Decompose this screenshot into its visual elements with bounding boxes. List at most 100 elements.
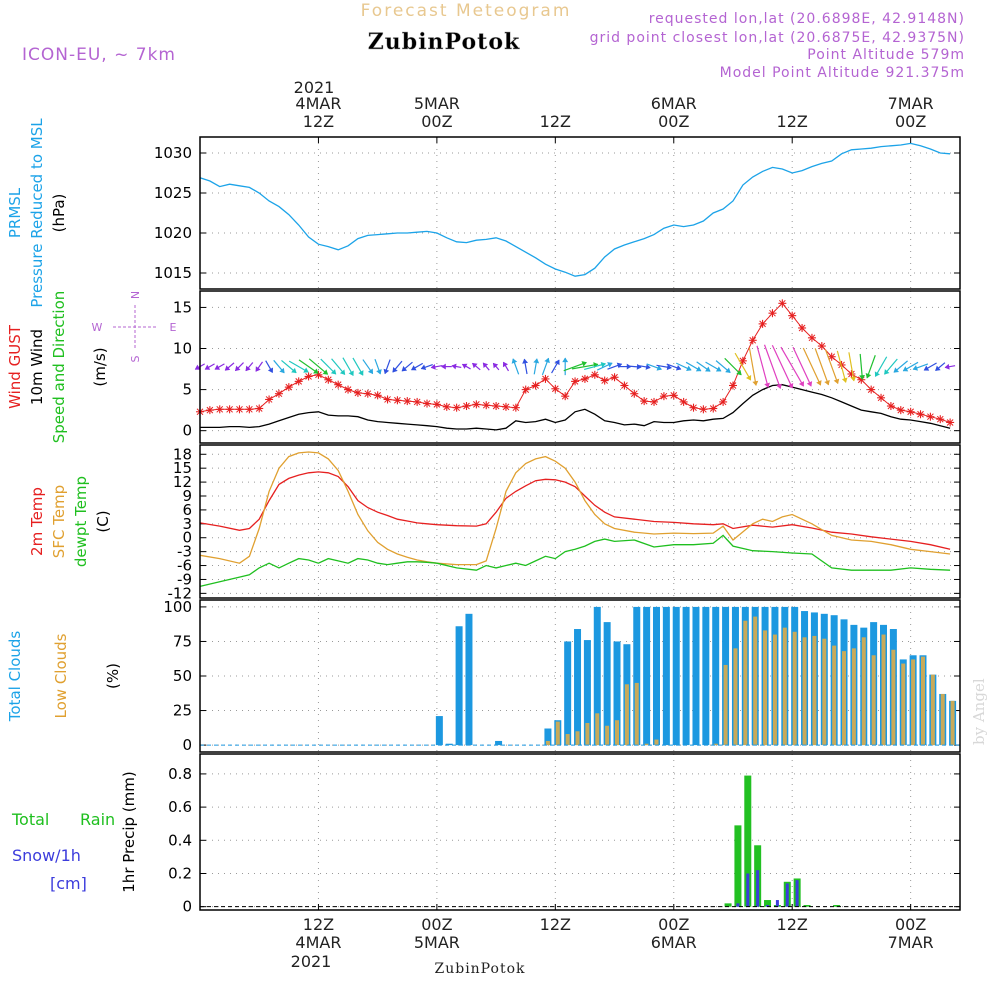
rain-bar bbox=[803, 905, 811, 907]
gust-marker bbox=[383, 395, 392, 404]
wind-arrow-head bbox=[554, 359, 560, 366]
rain-bar bbox=[764, 900, 772, 907]
wind-arrow-head bbox=[430, 363, 436, 370]
wind-arrow-head bbox=[935, 365, 941, 371]
wind-arrow-head bbox=[645, 364, 651, 370]
gust-marker-d2 bbox=[216, 405, 224, 413]
gust-marker-d2 bbox=[571, 378, 579, 385]
bottom-day-label: 5MAR bbox=[414, 933, 460, 952]
gust-marker bbox=[561, 392, 570, 401]
gust-marker bbox=[936, 415, 945, 424]
low-cloud-bar bbox=[615, 720, 620, 746]
low-cloud-bar bbox=[763, 630, 768, 746]
wind-arrow bbox=[342, 357, 354, 376]
wind-arrow-head bbox=[923, 365, 930, 371]
wind-arrow-head bbox=[482, 362, 489, 369]
gust-marker bbox=[225, 405, 234, 414]
gust-marker bbox=[709, 404, 718, 413]
wind-arrow-head bbox=[562, 357, 569, 363]
precip-ytick-label: 0.4 bbox=[168, 831, 192, 849]
gust-marker-d2 bbox=[285, 383, 293, 391]
gust-marker-d2 bbox=[344, 386, 352, 393]
low-cloud-bar bbox=[911, 659, 916, 746]
low-cloud-bar bbox=[891, 649, 896, 746]
temperature-ytick-label: 0 bbox=[182, 529, 192, 547]
wind-arrow-head bbox=[451, 363, 457, 370]
wind-arrow bbox=[724, 357, 742, 376]
low-cloud-bar bbox=[792, 631, 797, 746]
wind-arrow bbox=[234, 362, 244, 372]
gust-marker bbox=[807, 333, 816, 342]
gust-marker-d2 bbox=[709, 405, 717, 412]
pressure-ytick-label: 1025 bbox=[154, 184, 192, 202]
gust-marker-d2 bbox=[670, 391, 678, 399]
wind-arrow bbox=[461, 363, 471, 370]
wind-arrow-head bbox=[224, 365, 231, 371]
wind-unit-label: (m/s) bbox=[91, 347, 109, 386]
gust-marker-d2 bbox=[512, 404, 520, 412]
wind-arrow bbox=[281, 359, 297, 374]
bottom-day-label: 7MAR bbox=[888, 933, 934, 952]
wind-arrow bbox=[533, 358, 540, 375]
wind-arrow-head bbox=[752, 380, 759, 386]
wind-arrow-shaft bbox=[780, 346, 805, 387]
total-cloud-bar bbox=[574, 629, 582, 746]
low-cloud-bar bbox=[624, 684, 629, 746]
precip-ytick-label: 0.8 bbox=[168, 765, 192, 783]
wind-arrow bbox=[792, 346, 813, 387]
snow-bar bbox=[775, 900, 779, 907]
rain-bar bbox=[724, 903, 732, 907]
wind-arrow-head bbox=[322, 369, 329, 375]
pressure-frame bbox=[199, 136, 961, 290]
temperature-ytick-label: 9 bbox=[182, 487, 192, 505]
gust-marker-d2 bbox=[630, 390, 638, 398]
gust-marker bbox=[442, 402, 451, 411]
wind-arrow-head bbox=[420, 364, 427, 371]
wind-ylabel: Wind GUST bbox=[6, 324, 24, 409]
wind-arrow-shaft bbox=[734, 352, 752, 381]
wind-arrow-head bbox=[235, 365, 241, 372]
wind-arrow bbox=[859, 353, 865, 380]
gust-marker-d2 bbox=[640, 397, 648, 405]
gust-marker bbox=[640, 397, 649, 406]
gust-marker bbox=[353, 388, 362, 397]
temperature-ytick-label: 18 bbox=[173, 445, 192, 463]
wind-arrow-head bbox=[502, 361, 509, 368]
wind-arrow bbox=[802, 347, 822, 386]
gust-marker bbox=[541, 374, 550, 383]
wind-arrow bbox=[411, 362, 424, 371]
gust-marker bbox=[590, 370, 599, 379]
low-cloud-bar bbox=[871, 655, 876, 746]
wind-arrow bbox=[392, 360, 403, 373]
wind-arrow-head bbox=[841, 377, 848, 383]
wind-frame bbox=[199, 290, 961, 444]
compass-n: N bbox=[129, 291, 142, 299]
wind-arrow bbox=[204, 363, 215, 370]
gust-marker-d2 bbox=[384, 396, 391, 403]
top-day-label: 6MAR bbox=[651, 94, 697, 113]
gust-marker-d2 bbox=[621, 382, 628, 389]
gust-marker-d2 bbox=[759, 320, 766, 328]
wind-arrow-head bbox=[533, 358, 540, 364]
gust-marker-d2 bbox=[867, 386, 875, 393]
wind-arrow bbox=[696, 361, 711, 372]
precip-panel: 0 0.2 0.4 0.6 0.8 Total Rain Snow/1h [cm] 1hr Pre… bbox=[11, 753, 961, 916]
wind-arrow-head bbox=[461, 363, 468, 369]
low-cloud-bar bbox=[881, 634, 886, 746]
forecast-title: Forecast Meteogram bbox=[361, 1, 572, 21]
wind-arrow bbox=[522, 358, 529, 375]
gust-marker bbox=[748, 336, 757, 345]
wind-ylabel: Speed and Direction bbox=[50, 291, 68, 444]
gust-marker bbox=[817, 342, 826, 351]
top-day-label: 4MAR bbox=[295, 94, 341, 113]
wind-arrow-shaft bbox=[814, 348, 830, 386]
wind10m-line bbox=[200, 384, 951, 431]
credit: by Angel bbox=[970, 678, 988, 745]
gust-marker-d2 bbox=[315, 371, 322, 379]
wind-arrow bbox=[814, 348, 830, 386]
gust-marker bbox=[265, 395, 274, 404]
compass-rose: W E N S bbox=[92, 291, 177, 363]
wind-panel: 0 5 10 15 Wind GUST 10m Wind Speed and Directi… bbox=[6, 290, 961, 444]
gust-marker bbox=[679, 397, 688, 406]
